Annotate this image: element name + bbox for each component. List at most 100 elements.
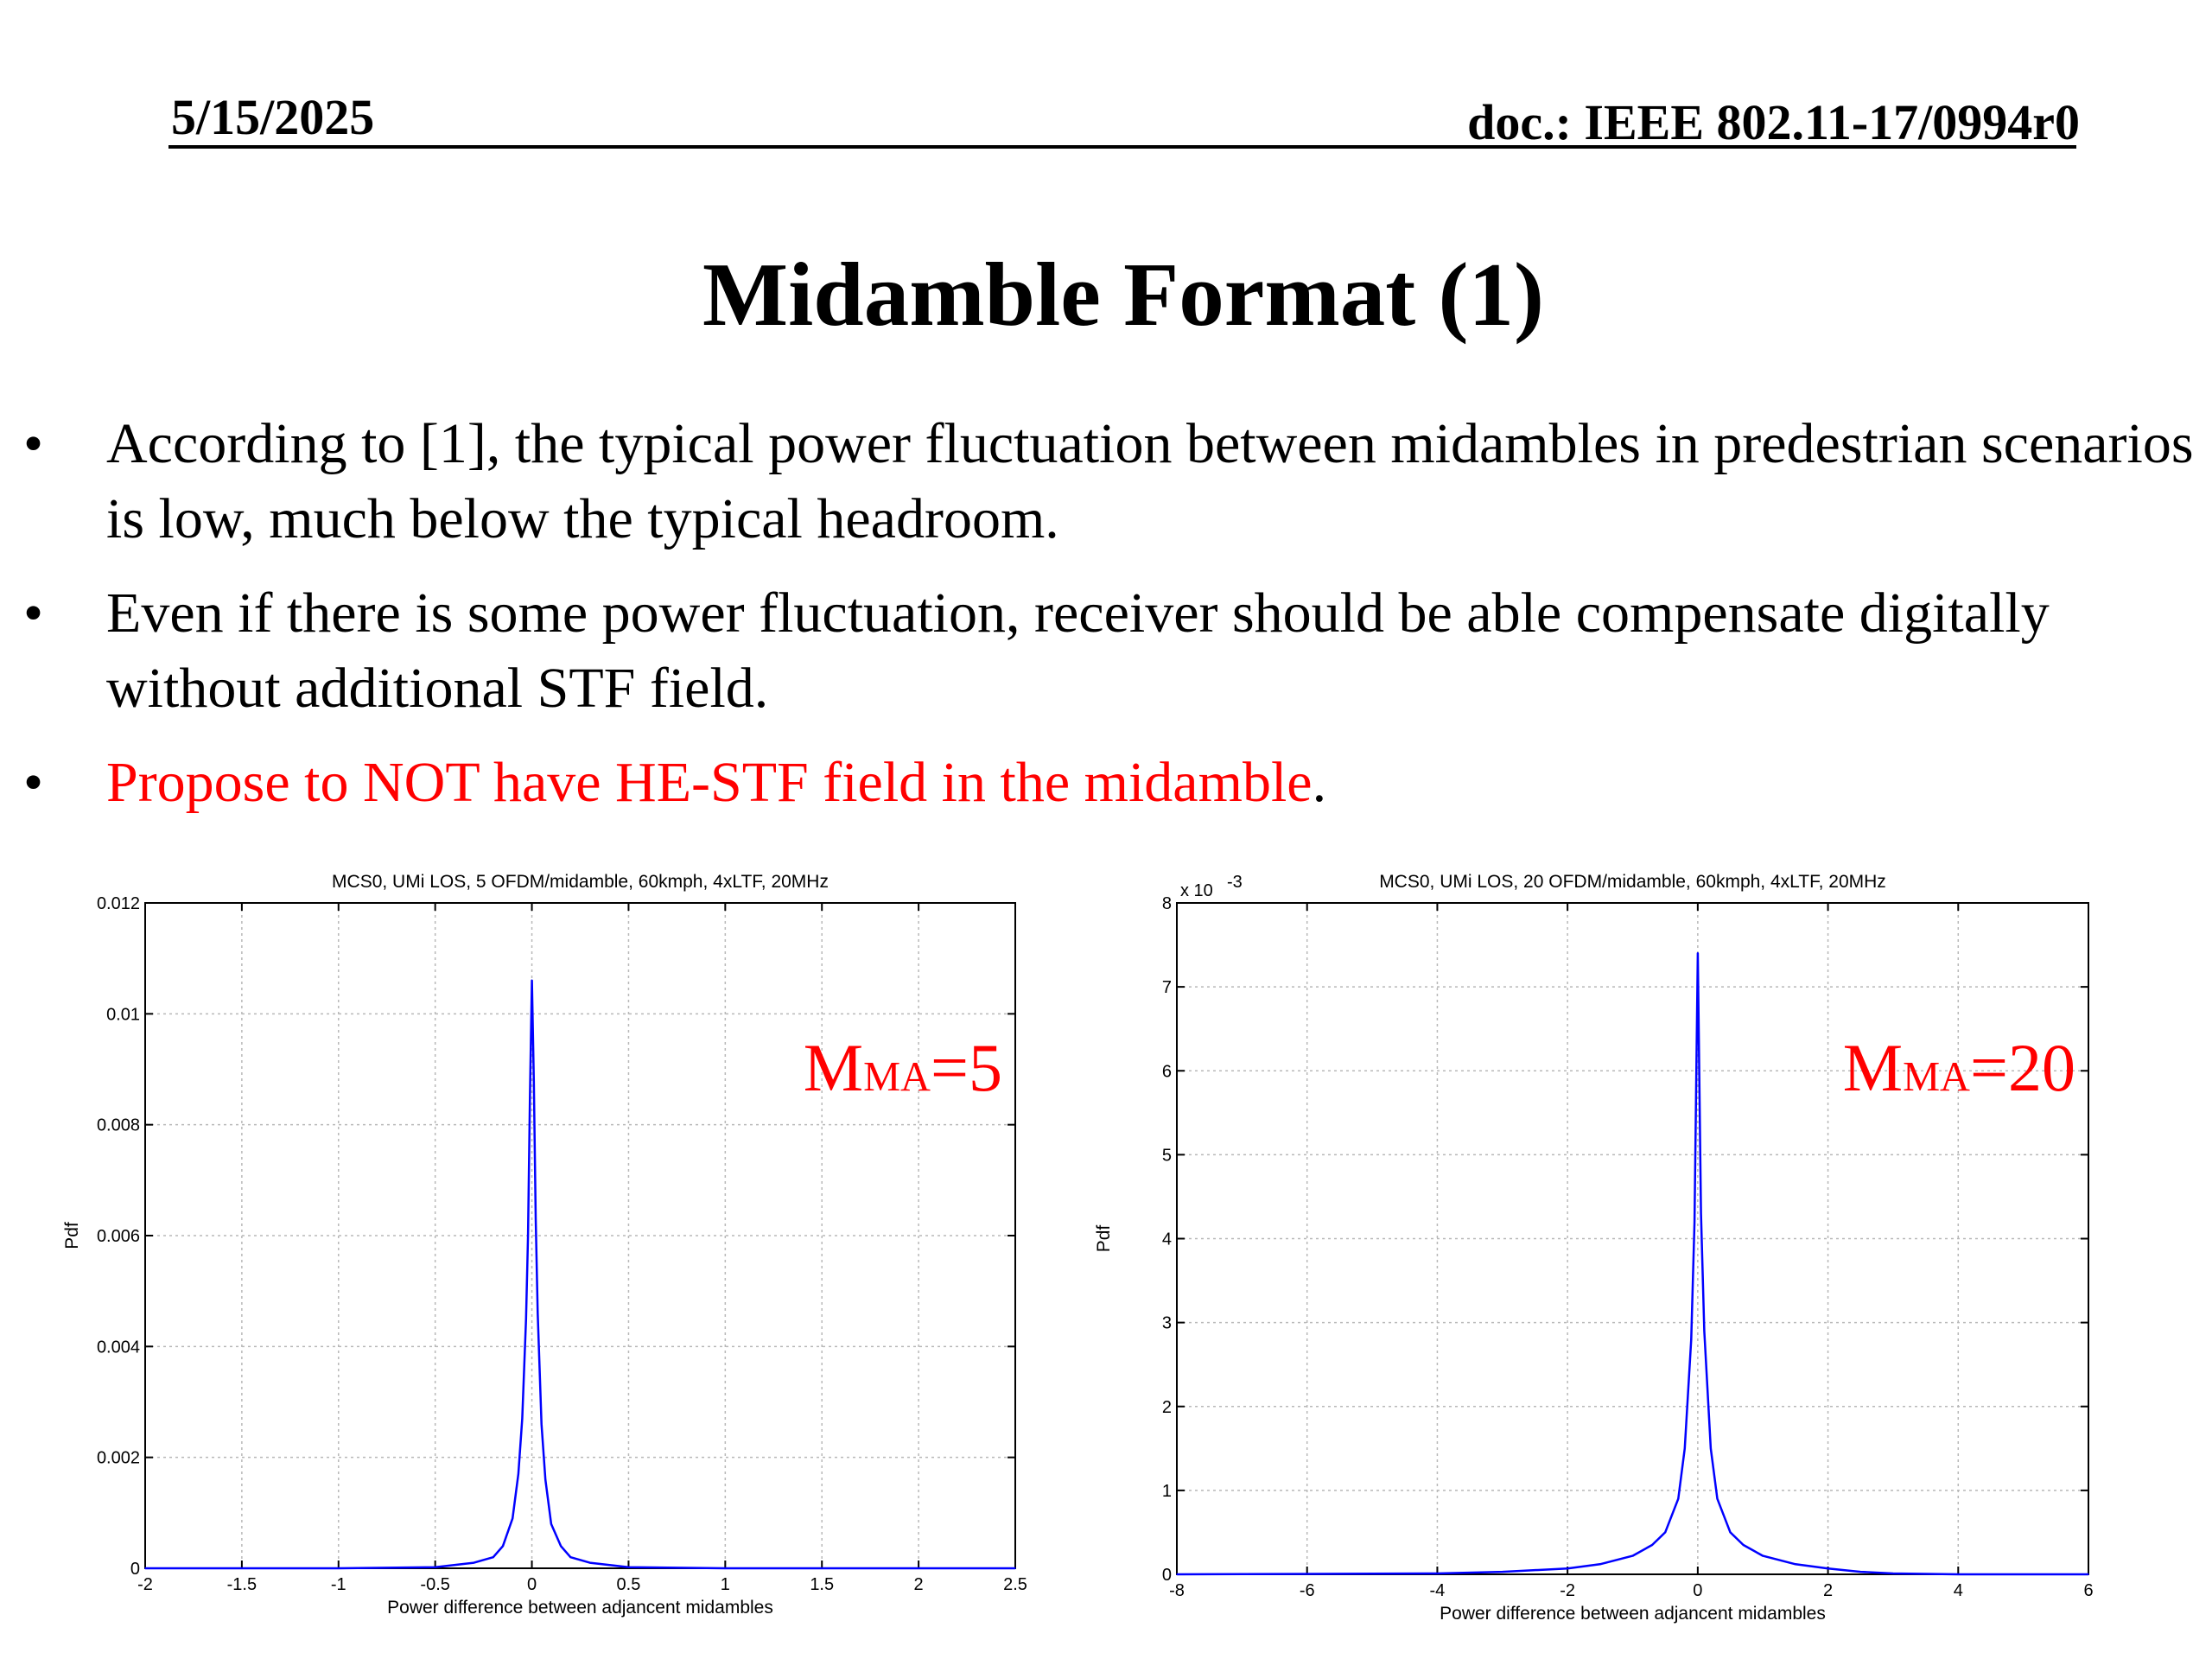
- x-tick-label: 1: [721, 1575, 730, 1594]
- y-axis-label: Pdf: [62, 1222, 82, 1249]
- y-tick-label: 0.006: [97, 1227, 140, 1246]
- bullet-list: • According to [1], the typical power fl…: [0, 406, 2212, 839]
- y-axis-label: Pdf: [1094, 1225, 1114, 1253]
- y-tick-label: 5: [1162, 1146, 1172, 1165]
- y-tick-label: 0.01: [106, 1005, 140, 1024]
- series-line: [145, 979, 1015, 1570]
- data-point: [525, 1318, 527, 1320]
- data-point: [1697, 952, 1699, 955]
- x-tick-label: 4: [1954, 1581, 1963, 1600]
- data-point: [337, 1567, 340, 1569]
- y-exponent-label: x 10: [1180, 881, 1213, 900]
- data-point: [1694, 1221, 1695, 1223]
- data-point: [1690, 1338, 1693, 1340]
- data-point: [1795, 1563, 1796, 1566]
- data-point: [1014, 1567, 1016, 1569]
- slide-title: Midamble Format (1): [702, 244, 1544, 345]
- bullet-tail: .: [1312, 751, 1327, 814]
- data-point: [1827, 1567, 1829, 1570]
- data-point: [1651, 1544, 1653, 1546]
- data-point: [518, 1473, 519, 1475]
- data-point: [521, 1417, 524, 1420]
- x-tick-label: 2.5: [1003, 1575, 1027, 1594]
- x-axis-label: Power difference between adjancent midam…: [387, 1598, 773, 1618]
- header-date: 5/15/2025: [171, 89, 375, 145]
- data-point: [529, 1096, 531, 1098]
- data-point: [1742, 1544, 1745, 1546]
- data-point: [512, 1517, 513, 1520]
- data-point: [493, 1556, 494, 1558]
- x-tick-label: -6: [1300, 1581, 1315, 1600]
- annotation-value: =20: [1970, 1030, 2075, 1105]
- data-point: [544, 1478, 547, 1481]
- data-point: [1501, 1571, 1503, 1573]
- bullet-proposal-text: Propose to NOT have HE-STF field in the …: [106, 751, 1313, 814]
- chart-title: MCS0, UMi LOS, 20 OFDM/midamble, 60kmph,…: [1379, 872, 1886, 892]
- annotation-mma: MMA=20: [1843, 1030, 2075, 1105]
- data-point: [1859, 1571, 1862, 1573]
- data-point: [1176, 1573, 1178, 1575]
- y-tick-label: 7: [1162, 978, 1172, 997]
- bullet-text: Even if there is some power fluctuation,…: [106, 582, 2050, 720]
- annotation-main: M: [804, 1030, 863, 1105]
- data-point: [473, 1561, 475, 1564]
- x-tick-label: -4: [1430, 1581, 1446, 1600]
- data-point: [434, 1566, 436, 1568]
- data-point: [627, 1566, 630, 1568]
- y-tick-label: 0.008: [97, 1116, 140, 1135]
- x-tick-label: 0: [527, 1575, 537, 1594]
- y-tick-label: 0.002: [97, 1449, 140, 1468]
- y-tick-label: 0: [1162, 1566, 1172, 1585]
- data-point: [502, 1545, 504, 1548]
- chart-title: MCS0, UMi LOS, 5 OFDM/midamble, 60kmph, …: [332, 872, 829, 892]
- header-doc-id: doc.: IEEE 802.11-17/0994r0: [1467, 94, 2080, 150]
- data-point: [1716, 1497, 1719, 1500]
- annotation-sub: MA: [1903, 1054, 1970, 1100]
- bullet-text: According to [1], the typical power fluc…: [106, 412, 2194, 550]
- data-point: [1677, 1497, 1680, 1500]
- x-tick-label: -0.5: [420, 1575, 449, 1594]
- data-point: [537, 1313, 539, 1314]
- y-tick-label: 4: [1162, 1230, 1172, 1249]
- y-tick-label: 3: [1162, 1314, 1172, 1333]
- annotation-value: =5: [931, 1030, 1002, 1105]
- bullet-item: • According to [1], the typical power fl…: [0, 406, 2212, 556]
- data-point: [724, 1567, 727, 1569]
- data-point: [535, 1217, 537, 1220]
- x-tick-label: 6: [2083, 1581, 2093, 1600]
- y-tick-label: 0.004: [97, 1338, 140, 1357]
- x-tick-label: -1.5: [227, 1575, 257, 1594]
- series-line: [1176, 952, 2088, 1576]
- data-point: [1700, 1212, 1702, 1215]
- x-tick-label: 2: [1823, 1581, 1833, 1600]
- data-point: [560, 1545, 562, 1548]
- data-point: [1567, 1567, 1568, 1570]
- x-tick-label: -8: [1169, 1581, 1185, 1600]
- y-exponent-power: -3: [1227, 873, 1243, 892]
- x-axis-label: Power difference between adjancent midam…: [1440, 1604, 1826, 1624]
- data-point: [588, 1561, 591, 1564]
- data-point: [569, 1556, 572, 1558]
- x-tick-label: 0: [1693, 1581, 1702, 1600]
- data-point: [550, 1522, 552, 1525]
- data-point: [144, 1567, 146, 1569]
- data-point: [540, 1423, 543, 1425]
- data-point: [1729, 1531, 1732, 1534]
- x-tick-label: -2: [137, 1575, 153, 1594]
- data-point: [1892, 1573, 1894, 1574]
- data-point: [1762, 1554, 1764, 1557]
- data-point: [1710, 1447, 1712, 1450]
- y-tick-label: 8: [1162, 894, 1172, 913]
- data-point: [2088, 1573, 2089, 1575]
- y-tick-label: 0: [130, 1560, 140, 1579]
- bullet-item: • Propose to NOT have HE-STF field in th…: [0, 745, 2212, 820]
- bullet-item: • Even if there is some power fluctuatio…: [0, 575, 2212, 726]
- data-point: [1664, 1531, 1666, 1534]
- x-tick-label: 2: [914, 1575, 924, 1594]
- data-point: [1599, 1563, 1601, 1566]
- data-point: [1631, 1554, 1634, 1557]
- annotation-sub: MA: [863, 1054, 931, 1100]
- y-tick-label: 1: [1162, 1482, 1172, 1501]
